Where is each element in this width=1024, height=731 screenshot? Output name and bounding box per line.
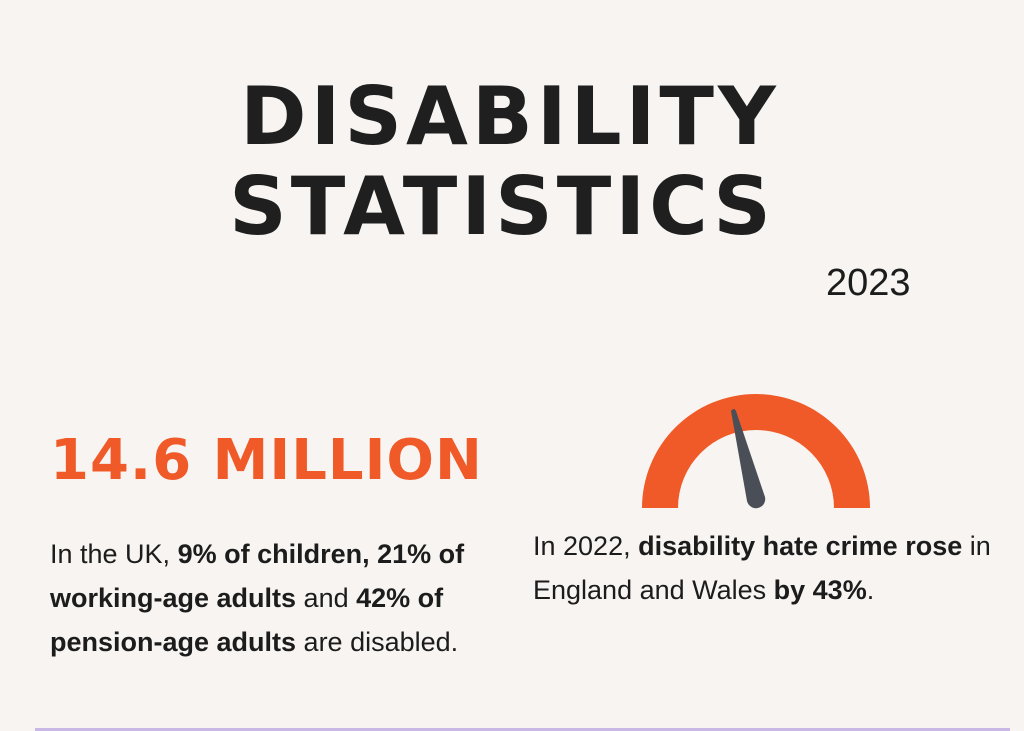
bold-text: disability hate crime rose [638,531,963,561]
text: are disabled. [296,627,459,657]
text: In the UK, [50,539,178,569]
speedometer-gauge-icon [642,394,870,509]
children-adults-stat-text: In the UK, 9% of children, 21% of workin… [50,532,520,664]
divider-line [35,728,1010,731]
year-label: 2023 [826,262,911,304]
text: in England and Wales [533,531,991,605]
text: In 2022, [533,531,639,561]
text: . [866,575,875,605]
bold-text: 9% of children, 21% of working-age adult… [50,539,465,613]
gauge-needle [731,409,766,509]
hate-crime-stat-text: In 2022, disability hate crime rose in E… [533,524,993,612]
title-line-1: DISABILITY [240,70,780,163]
gauge-arc [642,394,870,508]
bold-text: by 43% [773,575,867,605]
headline-stat: 14.6 MILLION [50,428,483,493]
title-line-2: STATISTICS [229,160,775,253]
text: and [296,583,357,613]
bold-text: 42% of pension-age adults [50,583,444,657]
